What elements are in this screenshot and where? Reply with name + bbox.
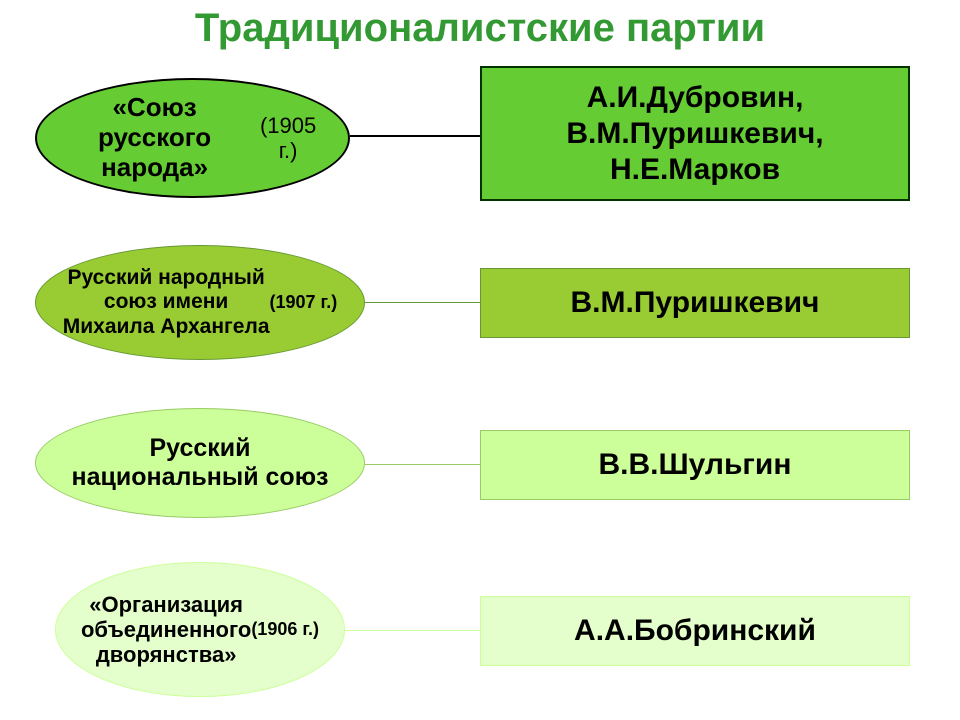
page-title: Традиционалистские партии [0, 6, 960, 51]
connector-3 [345, 630, 480, 631]
party-ellipse-2: Русскийнациональный союз [35, 408, 365, 518]
party-ellipse-1: Русский народныйсоюз имениМихаила Арханг… [35, 245, 365, 360]
party-ellipse-0: «Союз русскогонарода» (1905 г.) [35, 78, 350, 198]
diagram-canvas: Традиционалистские партии «Союз русского… [0, 0, 960, 720]
connector-2 [365, 464, 480, 465]
connector-1 [365, 302, 480, 303]
party-ellipse-3: «Организацияобъединенногодворянства»(190… [55, 562, 345, 697]
connector-0 [350, 135, 480, 137]
leader-box-1: В.М.Пуришкевич [480, 268, 910, 338]
leader-box-3: А.А.Бобринский [480, 596, 910, 666]
leader-box-2: В.В.Шульгин [480, 430, 910, 500]
leader-box-0: А.И.Дубровин,В.М.Пуришкевич,Н.Е.Марков [480, 66, 910, 201]
